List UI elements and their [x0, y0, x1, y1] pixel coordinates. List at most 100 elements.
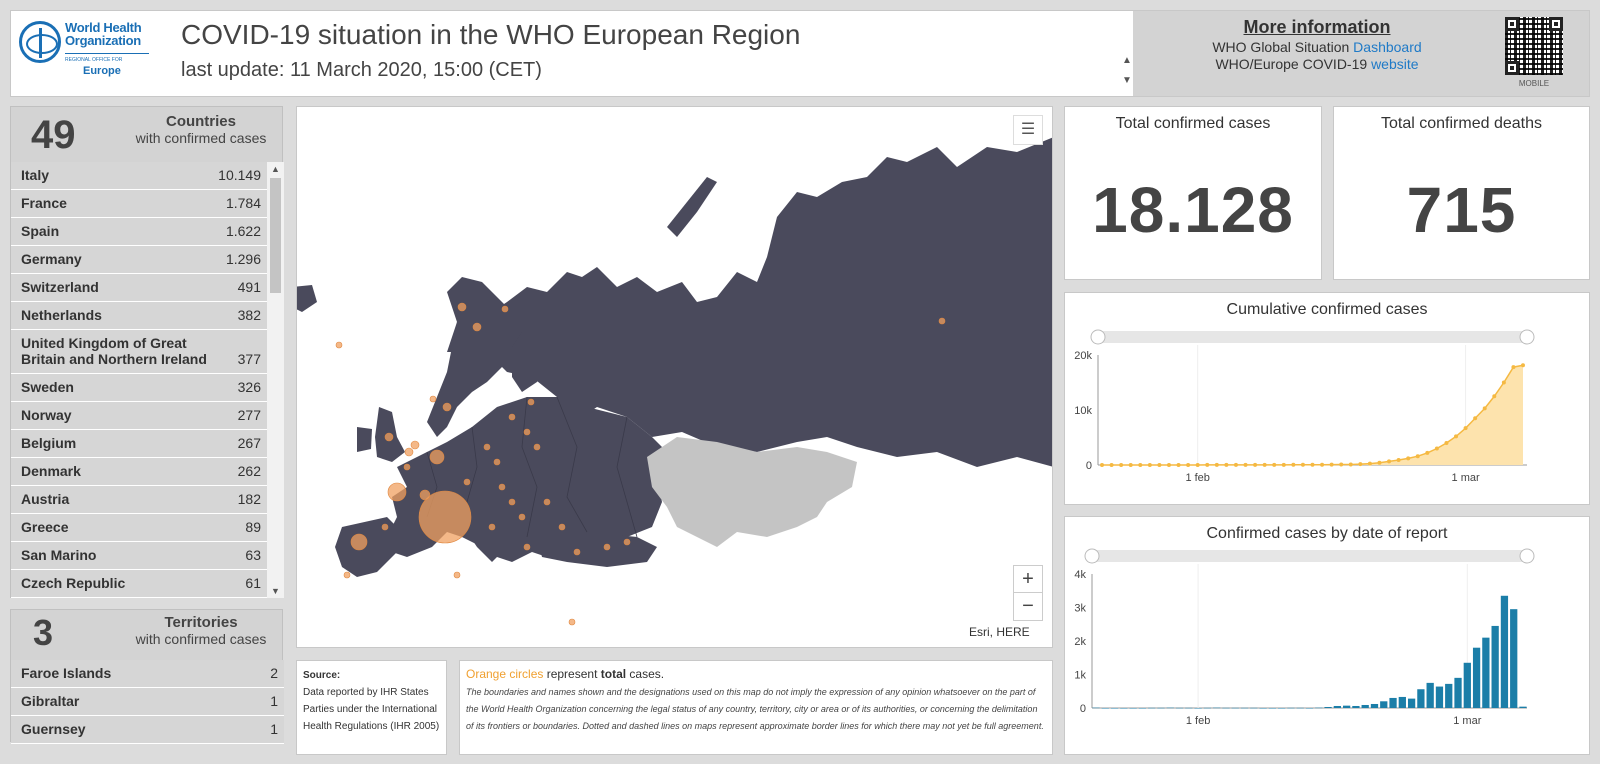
- country-row[interactable]: Belgium 267: [11, 430, 267, 458]
- bar: [1454, 677, 1462, 708]
- country-row[interactable]: San Marino 63: [11, 542, 267, 570]
- bar: [1194, 708, 1202, 709]
- scroll-down-icon[interactable]: ▼: [271, 586, 280, 596]
- territory-row[interactable]: Faroe Islands 2: [11, 660, 284, 688]
- data-point: [1406, 456, 1411, 461]
- bubble-greece: [523, 543, 531, 551]
- total-deaths-value: 715: [1406, 174, 1517, 246]
- bar: [1268, 708, 1277, 709]
- bar: [1138, 708, 1147, 709]
- bar: [1213, 707, 1221, 709]
- territories-label: Territories with confirmed cases: [135, 614, 267, 647]
- data-point: [1511, 365, 1516, 370]
- data-point: [1454, 434, 1459, 439]
- territories-list[interactable]: Faroe Islands 2 Gibraltar 1 Guernsey 1: [11, 660, 284, 744]
- map-land-novaya-zemlya: [667, 177, 717, 237]
- bar: [1500, 595, 1509, 708]
- legend-note: Orange circles represent total cases.: [466, 667, 665, 681]
- bubble-france: [387, 482, 407, 502]
- data-point: [1138, 462, 1143, 467]
- country-value: 89: [245, 519, 261, 535]
- territory-row[interactable]: Guernsey 1: [11, 716, 284, 744]
- map-case-bubbles[interactable]: [335, 302, 946, 626]
- country-row[interactable]: Denmark 262: [11, 458, 267, 486]
- country-row[interactable]: Spain 1.622: [11, 218, 267, 246]
- logo-regional-text: REGIONAL OFFICE FOR: [65, 57, 123, 63]
- country-row[interactable]: France 1.784: [11, 190, 267, 218]
- country-row[interactable]: Sweden 326: [11, 374, 267, 402]
- more-information-title[interactable]: More information: [1243, 17, 1391, 37]
- country-row[interactable]: Czech Republic 61: [11, 570, 267, 598]
- country-row[interactable]: Norway 277: [11, 402, 267, 430]
- data-point: [1186, 462, 1191, 467]
- bubble-italy: [418, 490, 472, 544]
- bar: [1435, 686, 1444, 708]
- source-box: Source: Data reported by IHR States Part…: [296, 660, 447, 755]
- europe-map[interactable]: ☰ + − Esri, HERE: [296, 106, 1053, 648]
- country-row[interactable]: Greece 89: [11, 514, 267, 542]
- data-point: [1444, 441, 1449, 445]
- country-row[interactable]: Germany 1.296: [11, 246, 267, 274]
- zoom-in-button[interactable]: +: [1014, 566, 1042, 593]
- country-name: France: [21, 195, 67, 211]
- territory-value: 2: [270, 665, 278, 681]
- map-canvas[interactable]: [297, 107, 1053, 648]
- data-point: [1128, 462, 1133, 467]
- map-attribution: Esri, HERE: [969, 625, 1030, 639]
- territory-value: 1: [270, 721, 278, 737]
- data-point: [1224, 462, 1229, 467]
- data-point: [1233, 462, 1238, 467]
- chart-title: Confirmed cases by date of report: [1206, 525, 1448, 542]
- total-deaths-label: Total confirmed deaths: [1381, 115, 1542, 132]
- country-row[interactable]: Italy 10.149: [11, 162, 267, 190]
- countries-label: Countries with confirmed cases: [135, 113, 267, 146]
- daily-chart-svg[interactable]: 0 1k 2k 3k 4k 1 feb 1 mar: [1065, 517, 1591, 756]
- data-point: [1473, 416, 1478, 421]
- countries-scrollbar[interactable]: ▲ ▼: [267, 162, 284, 598]
- header-scroll-arrows[interactable]: ▲ ▼: [1121, 51, 1133, 95]
- range-slider-track: [1092, 550, 1527, 562]
- country-row[interactable]: Netherlands 382: [11, 302, 267, 330]
- bar: [1407, 698, 1416, 708]
- legend-list-icon[interactable]: ☰: [1013, 115, 1043, 145]
- scrollbar-thumb[interactable]: [270, 178, 281, 293]
- scroll-down-icon[interactable]: ▼: [1122, 75, 1132, 86]
- cumulative-chart-svg[interactable]: 0 10k 20k 1 feb 1 mar: [1065, 293, 1591, 506]
- who-logo[interactable]: World Health Organization REGIONAL OFFIC…: [19, 19, 149, 81]
- country-value: 262: [237, 463, 261, 479]
- data-point: [1281, 462, 1286, 467]
- bar: [1519, 706, 1527, 708]
- y-tick-label: 1k: [1074, 670, 1086, 682]
- zoom-control[interactable]: + −: [1013, 565, 1043, 621]
- total-cases-value: 18.128: [1092, 174, 1294, 246]
- territory-row[interactable]: Gibraltar 1: [11, 688, 284, 716]
- global-dashboard-line: WHO Global Situation Dashboard: [1212, 39, 1422, 55]
- bar: [1250, 707, 1258, 709]
- data-point: [1425, 450, 1430, 455]
- range-slider-handle[interactable]: [1084, 548, 1100, 564]
- bar: [1333, 705, 1341, 708]
- bar: [1185, 707, 1193, 709]
- dashboard-link[interactable]: Dashboard: [1353, 39, 1422, 55]
- bar: [1129, 708, 1137, 709]
- zoom-out-button[interactable]: −: [1022, 595, 1034, 617]
- range-slider-handle[interactable]: [1090, 329, 1106, 345]
- x-tick-label: 1 feb: [1185, 472, 1209, 484]
- website-link[interactable]: website: [1371, 56, 1419, 72]
- range-slider-handle[interactable]: [1519, 329, 1535, 345]
- data-point: [1147, 462, 1152, 467]
- country-name: Germany: [21, 251, 82, 267]
- scroll-up-icon[interactable]: ▲: [271, 164, 280, 174]
- qr-code-icon[interactable]: [1505, 17, 1563, 75]
- range-slider-track: [1098, 331, 1527, 343]
- country-value: 61: [245, 575, 261, 591]
- country-row[interactable]: United Kingdom of Great Britain and Nort…: [11, 330, 267, 374]
- daily-cases-chart: Confirmed cases by date of report 0 1k 2k 3…: [1064, 516, 1590, 755]
- bubble-belgium: [404, 447, 414, 457]
- countries-list[interactable]: Italy 10.149 France 1.784 Spain 1.622 Germany 1…: [11, 162, 267, 598]
- range-slider-handle[interactable]: [1519, 548, 1535, 564]
- country-name: San Marino: [21, 547, 97, 563]
- scroll-up-icon[interactable]: ▲: [1122, 55, 1132, 66]
- country-row[interactable]: Austria 182: [11, 486, 267, 514]
- country-row[interactable]: Switzerland 491: [11, 274, 267, 302]
